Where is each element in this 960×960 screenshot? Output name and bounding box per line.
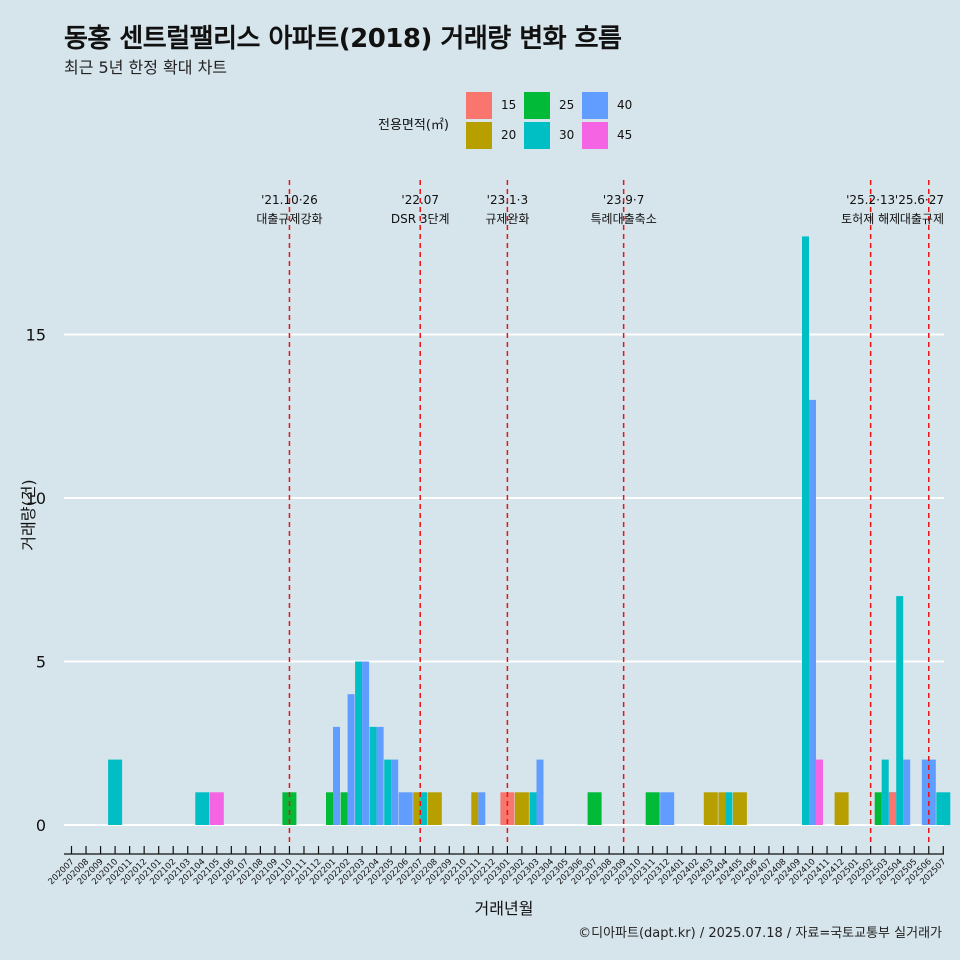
- legend-label: 40: [617, 98, 633, 112]
- bar-202208-20: [427, 792, 442, 825]
- legend-label: 20: [501, 128, 517, 142]
- bar-202205-30: [384, 759, 392, 825]
- bar-202207-20: [413, 792, 421, 825]
- legend-label: 45: [617, 128, 633, 142]
- bar-202104-30: [195, 792, 210, 825]
- event-date-label: '25.6·27: [895, 193, 944, 207]
- event-date-label: '21.10·26: [261, 193, 318, 207]
- bar-202504-40: [903, 759, 911, 825]
- y-tick-label: 0: [36, 816, 46, 835]
- bar-202504-30: [896, 596, 904, 825]
- bar-202311-25: [645, 792, 660, 825]
- legend-swatch: [582, 122, 608, 149]
- bar-202203-40: [362, 661, 370, 825]
- chart-title: 동홍 센트럴팰리스 아파트(2018) 거래량 변화 흐름: [64, 24, 622, 54]
- bar-202503-25: [874, 792, 882, 825]
- bar-202110-25: [282, 792, 297, 825]
- bar-202404-30: [725, 792, 733, 825]
- bar-202302-20: [514, 792, 529, 825]
- bar-202507-30: [936, 792, 951, 825]
- bar-202504-15: [889, 792, 897, 825]
- bar-202201-40: [333, 726, 340, 825]
- bar-202205-40: [391, 759, 399, 825]
- event-date-label: '25.2·13: [846, 193, 895, 207]
- y-tick-label: 5: [36, 653, 46, 672]
- event-name-label: 특례대출축소: [591, 212, 657, 226]
- event-date-label: '22.07: [401, 193, 439, 207]
- bar-202207-30: [420, 792, 428, 825]
- y-tick-label: 15: [26, 326, 46, 345]
- bar-202410-40: [809, 399, 816, 825]
- event-date-label: '23.9·7: [603, 193, 644, 207]
- event-name-label: 대출규제: [900, 212, 944, 226]
- bar-202105-45: [209, 792, 224, 825]
- event-name-label: 토허제 해제: [841, 212, 900, 226]
- bar-202403-20: [703, 792, 718, 825]
- bar-202211-40: [478, 792, 486, 825]
- bar-202206-40: [398, 792, 413, 825]
- bar-202211-20: [471, 792, 479, 825]
- bar-202301-15: [500, 792, 515, 825]
- bar-202010-30: [108, 759, 123, 825]
- bar-202405-20: [732, 792, 747, 825]
- bar-202410-45: [816, 759, 823, 825]
- bar-202202-25: [340, 792, 348, 825]
- legend-swatch: [524, 122, 550, 149]
- bar-202312-40: [660, 792, 675, 825]
- legend-label: 30: [559, 128, 575, 142]
- bar-202204-30: [369, 726, 377, 825]
- legend-label: 25: [559, 98, 575, 112]
- bar-202404-20: [718, 792, 726, 825]
- legend-swatch: [466, 92, 492, 119]
- bar-202203-30: [355, 661, 363, 825]
- event-name-label: 대출규제강화: [256, 212, 322, 226]
- bar-202412-20: [834, 792, 849, 825]
- event-name-label: 규제완화: [485, 212, 529, 226]
- chart-subtitle: 최근 5년 한정 확대 차트: [64, 58, 228, 77]
- bar-202503-30: [881, 759, 889, 825]
- bar-202307-25: [587, 792, 602, 825]
- legend-swatch: [466, 122, 492, 149]
- bar-202204-40: [376, 726, 384, 825]
- y-tick-label: 10: [26, 489, 46, 508]
- event-date-label: '23.1·3: [487, 193, 528, 207]
- legend-swatch: [524, 92, 550, 119]
- source-caption: ©디아파트(dapt.kr) / 2025.07.18 / 자료=국토교통부 실…: [578, 926, 942, 941]
- event-name-label: DSR 3단계: [391, 212, 450, 226]
- x-axis-title: 거래년월: [475, 899, 534, 918]
- bar-202201-25: [326, 792, 333, 825]
- bar-202303-40: [536, 759, 544, 825]
- legend-label: 15: [501, 98, 517, 112]
- bar-202303-30: [529, 792, 537, 825]
- y-axis-title: 거래량(건): [19, 479, 38, 550]
- legend-swatch: [582, 92, 608, 119]
- bar-202410-30: [802, 236, 809, 825]
- bar-202202-40: [347, 694, 355, 825]
- legend-title: 전용면적(㎡): [378, 118, 449, 133]
